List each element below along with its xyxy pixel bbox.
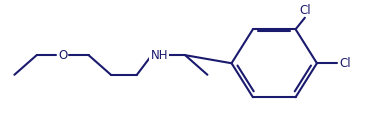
Text: O: O	[58, 49, 67, 62]
Text: Cl: Cl	[339, 57, 351, 70]
Text: NH: NH	[150, 49, 168, 62]
Text: Cl: Cl	[299, 4, 311, 17]
